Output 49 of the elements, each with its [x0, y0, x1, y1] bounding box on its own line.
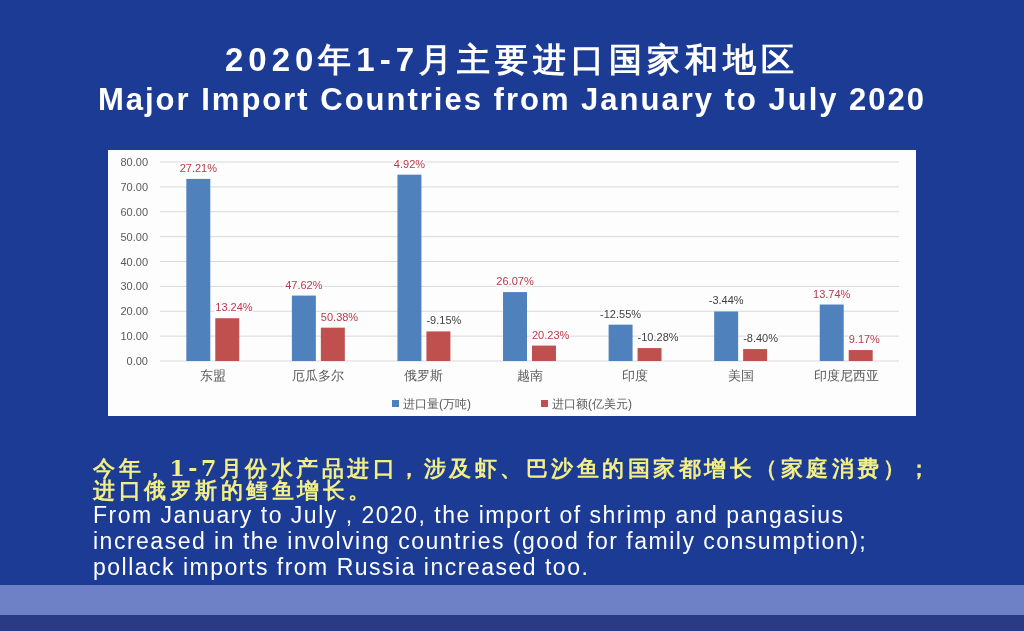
y-tick-label: 30.00	[120, 280, 148, 293]
annotation: -10.28%	[637, 331, 679, 344]
chart-subtitle: Major Import Countries from January to July 2020	[96, 81, 928, 119]
x-tick-label: 厄瓜多尔	[292, 368, 345, 383]
x-tick-label: 印度尼西亚	[813, 368, 879, 383]
x-tick-label: 越南	[516, 368, 543, 383]
annotation: 47.62%	[285, 278, 323, 291]
bar	[397, 174, 422, 361]
text: From January to July , 2020, the import of shrimp and pangasius increased in the involving countries (good for family consumption); pollack imports from Russia increased too.	[93, 502, 869, 580]
bar	[186, 178, 211, 361]
bar	[714, 311, 739, 361]
annotation: 4.92%	[393, 157, 426, 170]
annotation: 13.74%	[813, 287, 851, 300]
bar	[608, 324, 633, 361]
annotation: -12.55%	[600, 307, 642, 320]
chart-title: 2020年1-7月主要进口国家和地区	[223, 40, 801, 80]
x-tick-label: 美国	[727, 368, 754, 383]
bar	[743, 349, 768, 361]
x-tick-label: 俄罗斯	[404, 368, 444, 383]
annotation: 27.21%	[179, 161, 218, 174]
bar	[532, 345, 556, 361]
y-tick-label: 40.00	[120, 255, 148, 268]
annotation: 9.17%	[848, 333, 881, 346]
bar	[503, 292, 527, 361]
bar	[291, 295, 316, 361]
x-tick-label: 东盟	[199, 368, 226, 383]
y-tick-label: 20.00	[120, 305, 148, 318]
annotation: 50.38%	[320, 310, 359, 323]
legend-label: 进口额(亿美元)	[552, 397, 632, 411]
y-tick-label: 80.00	[120, 156, 148, 168]
bar	[848, 350, 873, 361]
y-tick-label: 70.00	[120, 180, 148, 193]
annotation: 26.07%	[496, 275, 534, 288]
bar	[215, 318, 240, 361]
bar	[637, 348, 662, 361]
y-tick-label: 0.00	[126, 355, 148, 367]
y-tick-label: 60.00	[120, 205, 148, 218]
bar	[819, 304, 844, 361]
bar	[320, 327, 345, 361]
bar	[426, 331, 451, 361]
annotation: 20.23%	[532, 328, 570, 341]
legend-label: 进口量(万吨)	[403, 397, 471, 411]
annotation: -3.44%	[708, 294, 744, 307]
annotation: -8.40%	[743, 332, 779, 345]
y-tick-label: 10.00	[120, 330, 148, 343]
y-tick-label: 50.00	[120, 230, 148, 243]
annotation: 13.24%	[215, 301, 253, 314]
annotation: -9.15%	[426, 314, 462, 327]
x-tick-label: 印度	[622, 368, 649, 383]
